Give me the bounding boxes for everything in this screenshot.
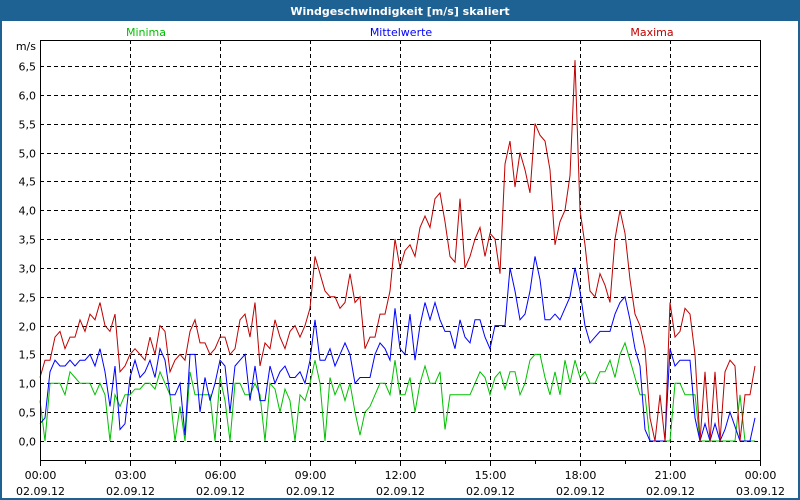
x-tick-date: 02.09.12	[376, 485, 425, 498]
x-tick-date: 03.09.12	[736, 485, 785, 498]
series-line-mittelwerte	[39, 256, 756, 443]
x-tick-date: 02.09.12	[16, 485, 65, 498]
chart-title: Windgeschwindigkeit [m/s] skaliert	[2, 2, 798, 21]
legend-minima: Minima	[126, 26, 166, 39]
y-tick-label: 3,5	[19, 234, 37, 247]
x-tick-date: 02.09.12	[466, 485, 515, 498]
y-tick-label: 0,0	[19, 436, 37, 449]
x-tick-time: 12:00	[385, 469, 417, 482]
grid	[40, 40, 761, 466]
y-tick-label: 1,0	[19, 378, 37, 391]
y-tick-label: 2,5	[19, 292, 37, 305]
series-line-maxima	[39, 60, 756, 442]
legend-maxima: Maxima	[630, 26, 673, 39]
x-tick-date: 02.09.12	[646, 485, 695, 498]
y-tick-labels: 0,0 0,5 1,0 1,5 2,0 2,5 3,0 3,5 4,0 4,5 5,0 5,5 6,0 6…	[19, 61, 37, 449]
y-tick-label: 2,0	[19, 321, 37, 334]
x-tick-time: 21:00	[655, 469, 687, 482]
y-tick-label: 4,5	[19, 176, 37, 189]
x-tick-time: 03:00	[115, 469, 147, 482]
series-lines	[39, 60, 756, 443]
y-tick-label: 3,0	[19, 263, 37, 276]
x-tick-date: 02.09.12	[196, 485, 245, 498]
y-tick-label: 1,5	[19, 349, 37, 362]
x-tick-date: 02.09.12	[286, 485, 335, 498]
x-tick-date: 02.09.12	[556, 485, 605, 498]
x-tick-time: 09:00	[295, 469, 327, 482]
x-tick-time: 00:00	[25, 469, 57, 482]
x-tick-time: 15:00	[475, 469, 507, 482]
y-tick-label: 5,0	[19, 148, 37, 161]
legend-mittelwerte: Mittelwerte	[370, 26, 433, 39]
y-tick-label: 6,0	[19, 90, 37, 103]
x-tick-labels: 00:00 02.09.12 03:00 02.09.12 06:00 02.09.12 0…	[16, 469, 785, 498]
x-tick-time: 06:00	[205, 469, 237, 482]
y-tick-label: 0,5	[19, 407, 37, 420]
x-tick-time: 18:00	[565, 469, 597, 482]
y-tick-label: 5,5	[19, 119, 37, 132]
y-tick-label: 4,0	[19, 205, 37, 218]
y-tick-label: 6,5	[19, 61, 37, 74]
y-axis-label: m/s	[16, 40, 36, 53]
x-tick-date: 02.09.12	[106, 485, 155, 498]
plot-frame	[40, 40, 761, 461]
x-tick-time: 00:00	[745, 469, 777, 482]
series-line-minima	[39, 341, 755, 442]
